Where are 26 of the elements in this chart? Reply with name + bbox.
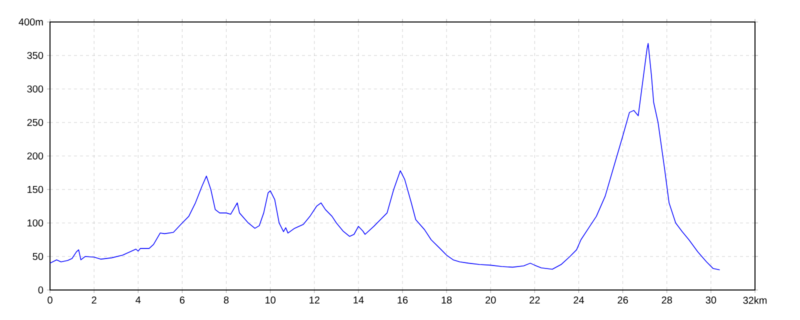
x-tick-label: 20	[486, 296, 496, 304]
y-tick-label: 250	[27, 118, 44, 126]
x-tick-label: 10	[266, 296, 276, 304]
x-tick-label: 30	[706, 296, 716, 304]
y-tick-label: 200	[27, 152, 44, 160]
x-tick-label: 0	[48, 296, 52, 304]
y-tick-label: 100	[28, 219, 44, 227]
x-tick-label: 8	[224, 296, 229, 304]
y-tick-label: 50	[32, 252, 44, 260]
x-tick-label: 18	[442, 296, 452, 304]
y-tick-label: 150	[28, 186, 44, 194]
x-tick-label: 24	[574, 296, 584, 304]
y-tick-label: 400m	[18, 18, 43, 26]
x-tick-label: 14	[354, 296, 364, 304]
y-tick-label: 300	[27, 85, 44, 93]
x-tick-label: 4	[136, 296, 141, 304]
x-tick-label: 12	[310, 296, 320, 304]
x-tick-label: 6	[180, 296, 185, 304]
x-tick-label: 28	[662, 296, 672, 304]
x-tick-label: 16	[398, 296, 408, 304]
y-tick-label: 350	[27, 52, 44, 60]
x-tick-label: 26	[618, 296, 628, 304]
x-tick-label: 22	[530, 296, 540, 304]
y-tick-label: 0	[38, 286, 44, 294]
x-tick-label: 2	[92, 296, 96, 304]
x-tick-label: 32km	[743, 296, 767, 304]
